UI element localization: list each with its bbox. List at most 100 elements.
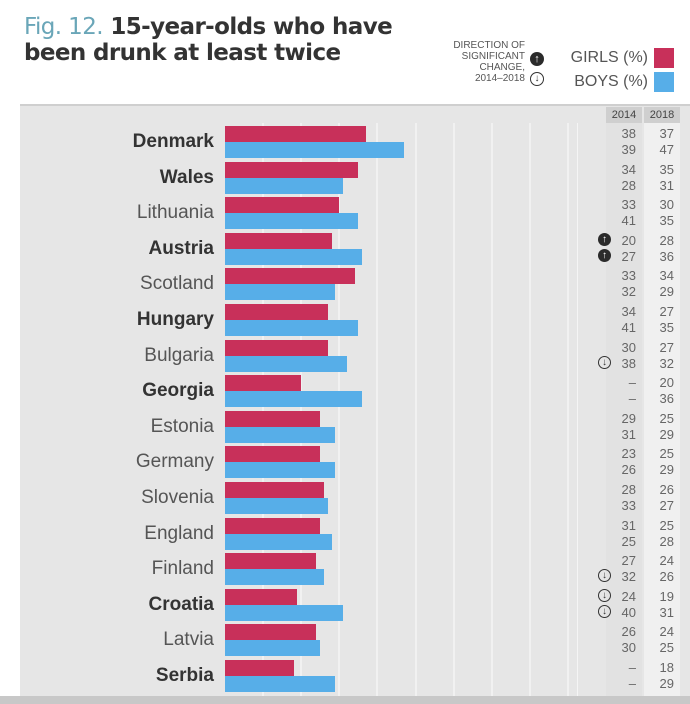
value-2014-girls: 33 [621,197,636,213]
legend-label-girls: GIRLS (%) [570,49,648,66]
value-2018-girls: 25 [659,446,674,462]
country-label: England [144,522,214,544]
bar-girls [225,339,328,356]
value-2014-girls: 31 [621,517,636,533]
value-2018-boys: 47 [659,142,674,157]
bar-boys [225,569,325,586]
bar-boys [225,498,328,514]
value-2018-boys: 31 [659,177,674,193]
value-2018-boys: 25 [659,640,674,656]
bar-boys [225,426,336,443]
bar-girls [225,197,340,214]
value-2018-girls: 30 [659,197,674,213]
bar-girls [225,304,328,320]
value-2018-boys: 35 [659,320,674,335]
country-label: Latvia [163,629,214,651]
direction-legend-line: 2014–2018 [474,73,525,84]
column-2014 [606,123,642,696]
gridline [528,123,531,696]
value-2014-girls: 28 [621,482,636,497]
title-line-1: 15-year-olds who have [110,14,393,40]
bar-girls [225,126,366,142]
legend-swatch-boys [654,72,674,92]
value-2014-girls: 23 [621,446,636,462]
arrow-down-icon: ↓ [530,72,544,86]
value-2014-girls: 33 [621,268,636,284]
value-2018-girls: 27 [659,339,674,355]
figure-number: Fig. 12. [24,14,104,40]
arrow-up-icon: ↑ [530,52,544,66]
bar-boys [225,462,336,479]
value-2014-boys: 31 [621,426,636,442]
value-2014-girls: 29 [621,410,636,426]
direction-icons: ↑ ↓ [530,52,546,86]
value-2018-girls: 26 [659,482,674,497]
value-2014-boys: 30 [621,640,636,656]
gridline [566,123,569,696]
value-2014-girls: 34 [621,161,636,177]
arrow-up-icon: ↑ [598,248,611,262]
legend: GIRLS (%) BOYS (%) [560,46,674,94]
bar-boys [225,284,336,301]
value-2014-boys: 32 [621,284,636,300]
bar-boys [225,676,336,692]
bar-girls [225,375,302,392]
bar-boys [225,391,363,408]
value-2018-boys: 29 [659,676,674,691]
bar-boys [225,177,344,194]
direction-legend-line: DIRECTION OF [453,40,525,51]
bar-boys [225,355,347,372]
bar-girls [225,624,317,641]
value-2014-boys: 26 [621,462,636,478]
value-2014-boys: 33 [621,498,636,513]
value-2018-boys: 35 [659,213,674,229]
gridline [338,123,341,696]
bar-boys [225,142,405,158]
gridline [452,123,455,696]
value-2014-boys: 28 [621,177,636,193]
value-2018-girls: 28 [659,232,674,248]
arrow-up-icon: ↑ [598,232,611,246]
value-2018-boys: 29 [659,462,674,478]
bar-girls [225,588,298,605]
gridline [376,123,379,696]
country-label: Germany [135,451,214,473]
country-label: Georgia [142,380,214,402]
value-2014-boys: 41 [621,213,636,229]
value-2014-girls: 26 [621,624,636,640]
country-label: Denmark [132,131,214,152]
value-2018-boys: 27 [659,498,674,513]
bar-girls [225,410,321,427]
value-2014-girls: 38 [621,126,636,141]
value-2018-boys: 36 [659,391,674,407]
legend-swatch-girls [654,48,674,68]
value-2018-boys: 29 [659,426,674,442]
bar-boys [225,640,321,657]
value-2018-girls: 25 [659,517,674,533]
value-2014-boys: 25 [621,533,636,549]
country-label: Slovenia [141,487,214,508]
bar-girls [225,553,317,570]
value-2018-girls: 35 [659,161,674,177]
value-2018-girls: 18 [659,660,674,675]
bar-girls [225,161,359,178]
arrow-down-icon: ↓ [598,569,611,583]
value-2014-girls: – [628,375,636,391]
value-2018-girls: 34 [659,268,674,284]
value-2014-girls: 24 [621,588,636,604]
title-line-2: been drunk at least twice [24,40,341,66]
value-2018-girls: 20 [659,375,674,391]
value-2014-girls: 20 [621,232,636,248]
bar-boys [225,320,359,336]
country-label: Croatia [148,593,214,615]
header-2014: 2014 [606,107,642,123]
bar-boys [225,248,363,265]
value-2014-boys: 41 [621,320,636,335]
direction-legend-line: SIGNIFICANT [461,51,525,62]
value-2014-boys: 38 [621,355,636,371]
country-label: Estonia [150,415,214,437]
country-label: Austria [148,237,214,259]
value-2018-girls: 37 [659,126,674,141]
bar-boys [225,533,332,550]
value-2018-boys: 26 [659,569,674,585]
